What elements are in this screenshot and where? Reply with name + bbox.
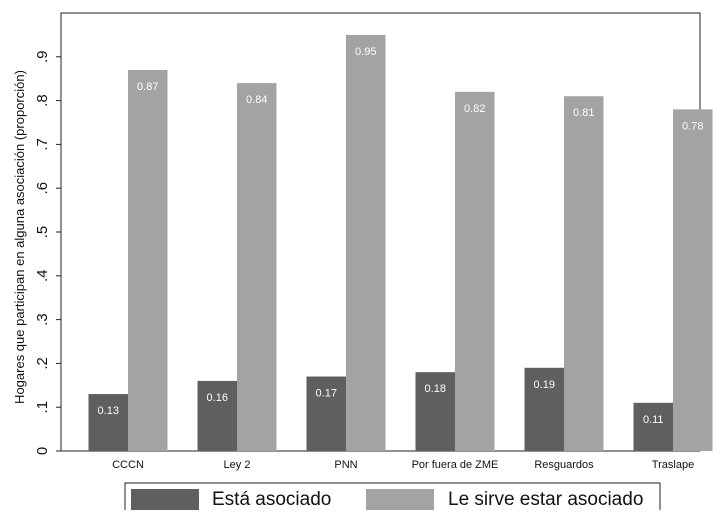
x-tick-label: Resguardos: [534, 459, 594, 471]
bar-data-label: 0.82: [464, 103, 485, 115]
y-tick-label: .2: [34, 357, 51, 370]
legend-label: Está asociado: [212, 489, 331, 510]
bar-data-label: 0.78: [682, 120, 703, 132]
bar-le-sirve-asociado: [455, 91, 495, 451]
legend-label: Le sirve estar asociado: [448, 489, 643, 510]
bar-le-sirve-asociado: [128, 69, 168, 451]
y-tick-label: .3: [34, 313, 51, 326]
bar-data-label: 0.81: [573, 107, 594, 119]
x-tick-label: CCCN: [112, 459, 144, 471]
legend-swatch: [131, 489, 199, 510]
bar-le-sirve-asociado: [237, 83, 277, 451]
y-tick-label: .8: [34, 94, 51, 107]
bar-le-sirve-asociado: [564, 96, 604, 451]
bar-data-label: 0.13: [98, 405, 119, 417]
y-axis-label: Hogares que participan en alguna asociac…: [12, 70, 27, 404]
x-tick-label: Ley 2: [224, 459, 251, 471]
bar-esta-asociado: [88, 394, 128, 451]
bar-esta-asociado: [415, 372, 455, 451]
bar-data-label: 0.16: [207, 392, 228, 404]
legend-swatch: [366, 489, 434, 510]
y-tick-label: .1: [34, 401, 51, 414]
y-tick-label: 0: [34, 447, 51, 455]
y-tick-label: .9: [34, 51, 51, 64]
bar-esta-asociado: [524, 367, 564, 451]
bar-esta-asociado: [306, 376, 346, 451]
bar-le-sirve-asociado: [346, 34, 386, 452]
x-tick-label: Por fuera de ZME: [412, 459, 499, 471]
plot-area: 0 .1 .2 .3 .4 .5 .6 .7 .8 .9 0.13 0.87 CCCN 0.16 0.84 L…: [34, 12, 713, 471]
y-tick-label: .6: [34, 182, 51, 195]
bar-data-label: 0.87: [137, 81, 158, 93]
bar-le-sirve-asociado: [673, 109, 713, 452]
y-tick-label: .5: [34, 226, 51, 239]
bar-esta-asociado: [197, 380, 237, 451]
bar-data-label: 0.84: [246, 94, 267, 106]
y-tick-label: .7: [34, 138, 51, 151]
x-tick-label: PNN: [334, 459, 357, 471]
bar-data-label: 0.19: [534, 379, 555, 391]
legend: Está asociado Le sirve estar asociado: [124, 482, 661, 515]
x-tick-label: Traslape: [652, 459, 694, 471]
bar-data-label: 0.17: [316, 388, 337, 400]
bar-esta-asociado: [633, 402, 673, 451]
bar-data-label: 0.18: [425, 383, 446, 395]
bar-data-label: 0.11: [643, 414, 664, 426]
y-tick-label: .4: [34, 270, 51, 283]
bar-data-label: 0.95: [355, 46, 376, 58]
